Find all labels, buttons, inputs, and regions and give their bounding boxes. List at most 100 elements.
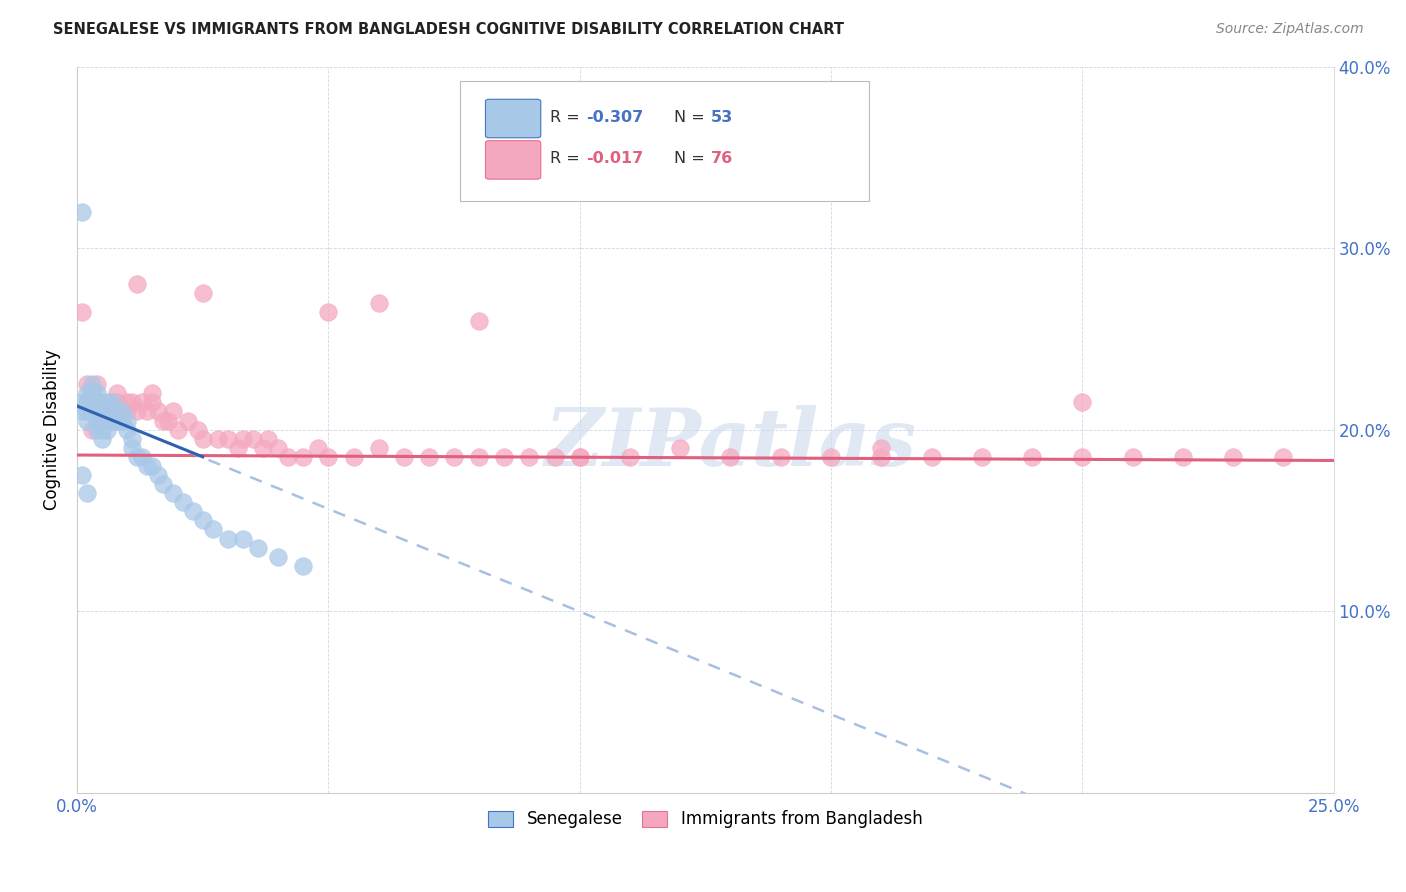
Point bbox=[1071, 395, 1094, 409]
Point bbox=[101, 395, 124, 409]
Point bbox=[191, 513, 214, 527]
Point bbox=[191, 286, 214, 301]
Point bbox=[86, 377, 108, 392]
Point bbox=[101, 404, 124, 418]
Point bbox=[91, 395, 114, 409]
Point bbox=[162, 404, 184, 418]
Text: -0.307: -0.307 bbox=[586, 110, 643, 125]
Point bbox=[1272, 450, 1295, 464]
Text: Source: ZipAtlas.com: Source: ZipAtlas.com bbox=[1216, 22, 1364, 37]
Point bbox=[820, 450, 842, 464]
Text: 53: 53 bbox=[710, 110, 733, 125]
Point bbox=[1021, 450, 1043, 464]
Point bbox=[277, 450, 299, 464]
FancyBboxPatch shape bbox=[460, 81, 869, 201]
Point bbox=[191, 432, 214, 446]
Point bbox=[1122, 450, 1144, 464]
Point bbox=[870, 441, 893, 455]
Point bbox=[166, 423, 188, 437]
Point bbox=[82, 423, 104, 437]
Point bbox=[111, 404, 134, 418]
Point bbox=[127, 277, 149, 292]
Text: R =: R = bbox=[550, 110, 585, 125]
Point bbox=[117, 404, 139, 418]
Text: -0.017: -0.017 bbox=[586, 152, 643, 166]
Point bbox=[201, 523, 224, 537]
Point bbox=[82, 386, 104, 401]
Point bbox=[217, 532, 239, 546]
Point bbox=[70, 204, 93, 219]
Point bbox=[105, 404, 128, 418]
Point bbox=[1071, 450, 1094, 464]
Text: ZIPatlas: ZIPatlas bbox=[544, 405, 917, 483]
Point bbox=[76, 413, 98, 427]
Point bbox=[121, 441, 143, 455]
Point bbox=[127, 450, 149, 464]
Point bbox=[494, 450, 516, 464]
Point bbox=[217, 432, 239, 446]
Text: N =: N = bbox=[673, 110, 710, 125]
Point bbox=[105, 395, 128, 409]
Point bbox=[82, 404, 104, 418]
Point bbox=[307, 441, 329, 455]
Point bbox=[91, 413, 114, 427]
Point bbox=[96, 423, 118, 437]
Point bbox=[91, 404, 114, 418]
Point bbox=[568, 450, 591, 464]
Point bbox=[86, 423, 108, 437]
Point bbox=[1171, 450, 1194, 464]
Point bbox=[121, 395, 143, 409]
Text: N =: N = bbox=[673, 152, 710, 166]
Point bbox=[121, 432, 143, 446]
Point bbox=[76, 395, 98, 409]
Point bbox=[86, 404, 108, 418]
Point bbox=[232, 532, 254, 546]
Point bbox=[292, 450, 315, 464]
Point bbox=[181, 504, 204, 518]
Point bbox=[970, 450, 993, 464]
Point bbox=[543, 450, 565, 464]
Point bbox=[921, 450, 943, 464]
Point bbox=[111, 404, 134, 418]
Point bbox=[232, 432, 254, 446]
Point bbox=[101, 395, 124, 409]
Point bbox=[117, 413, 139, 427]
Point bbox=[86, 395, 108, 409]
Point bbox=[292, 558, 315, 573]
Point bbox=[870, 450, 893, 464]
Point bbox=[76, 395, 98, 409]
Point bbox=[367, 295, 389, 310]
Point bbox=[76, 404, 98, 418]
Point bbox=[82, 386, 104, 401]
Point bbox=[207, 432, 229, 446]
Point bbox=[105, 413, 128, 427]
Point bbox=[318, 450, 340, 464]
Point bbox=[111, 413, 134, 427]
Point bbox=[117, 395, 139, 409]
Point bbox=[141, 458, 163, 473]
Point bbox=[131, 395, 153, 409]
Text: 76: 76 bbox=[710, 152, 733, 166]
Point bbox=[468, 450, 491, 464]
Point bbox=[769, 450, 792, 464]
Point bbox=[141, 386, 163, 401]
Point bbox=[76, 486, 98, 500]
Point bbox=[720, 450, 742, 464]
Point bbox=[392, 450, 415, 464]
Point bbox=[70, 404, 93, 418]
Point bbox=[247, 541, 270, 555]
FancyBboxPatch shape bbox=[485, 99, 541, 137]
Point bbox=[86, 404, 108, 418]
Point bbox=[127, 404, 149, 418]
Y-axis label: Cognitive Disability: Cognitive Disability bbox=[44, 349, 60, 510]
Point bbox=[152, 477, 174, 491]
Point bbox=[342, 450, 364, 464]
Point bbox=[96, 404, 118, 418]
Point bbox=[367, 441, 389, 455]
Text: R =: R = bbox=[550, 152, 585, 166]
Point bbox=[257, 432, 280, 446]
Point bbox=[70, 468, 93, 483]
Point bbox=[96, 413, 118, 427]
Point bbox=[156, 413, 179, 427]
Point bbox=[136, 458, 159, 473]
